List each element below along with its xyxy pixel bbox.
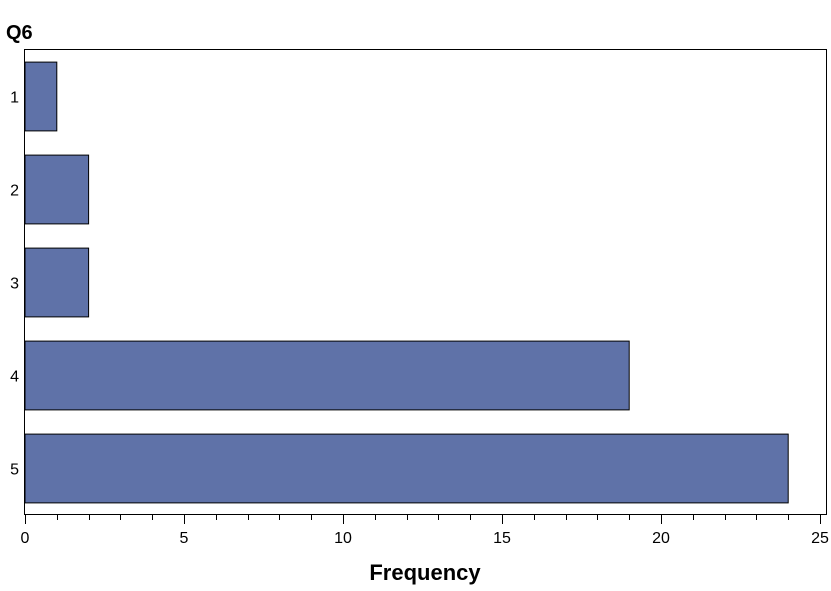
x-tick-label-10: 10 — [334, 530, 352, 547]
bar-4 — [24, 340, 630, 411]
category-label-5: 5 — [10, 462, 19, 479]
category-label-1: 1 — [10, 90, 19, 107]
category-label-4: 4 — [10, 369, 19, 386]
x-tick-label-20: 20 — [652, 530, 670, 547]
category-label-2: 2 — [10, 183, 19, 200]
x-tick-label-5: 5 — [180, 530, 189, 547]
x-axis-label: Frequency — [369, 560, 481, 585]
x-axis-ticks: 0 5 10 15 20 25 — [21, 515, 829, 547]
x-tick-label-15: 15 — [493, 530, 511, 547]
bars-group — [24, 61, 789, 504]
chart-title: Q6 — [6, 22, 33, 44]
bar-5 — [24, 433, 789, 504]
x-tick-label-25: 25 — [811, 530, 829, 547]
category-label-3: 3 — [10, 276, 19, 293]
category-labels: 1 2 3 4 5 — [10, 90, 19, 479]
bar-2 — [24, 154, 90, 225]
bar-1 — [24, 61, 58, 132]
bar-3 — [24, 247, 90, 318]
x-tick-label-0: 0 — [21, 530, 30, 547]
